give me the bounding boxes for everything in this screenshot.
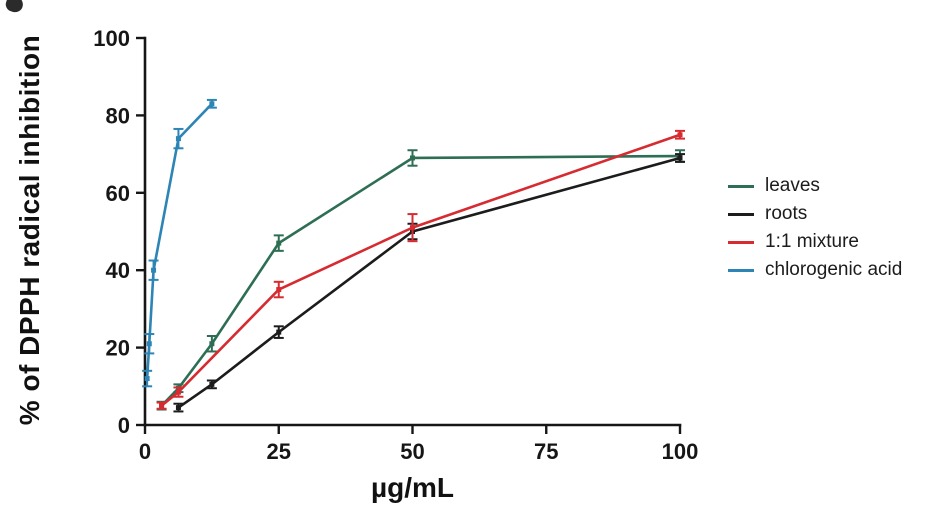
data-point	[677, 132, 683, 138]
legend-item-1-1-mixture: 1:1 mixture	[728, 228, 902, 256]
legend-swatch	[728, 212, 754, 216]
data-point	[144, 376, 150, 382]
data-point	[175, 389, 181, 395]
legend-swatch	[728, 240, 754, 244]
data-point	[209, 341, 215, 347]
legend-swatch	[728, 268, 754, 272]
series-line-leaves	[160, 154, 681, 407]
y-tick-label: 40	[106, 258, 130, 283]
legend-item-leaves: leaves	[728, 172, 902, 200]
legend-label: chlorogenic acid	[765, 259, 903, 280]
data-point	[276, 287, 282, 293]
data-point	[146, 341, 152, 347]
data-point	[276, 240, 282, 246]
legend-label: leaves	[765, 175, 820, 196]
data-point	[209, 101, 215, 107]
data-point	[410, 155, 415, 161]
legend-item-roots: roots	[728, 200, 902, 228]
x-tick-label: 25	[267, 439, 291, 464]
data-point	[209, 381, 215, 387]
y-tick-label: 80	[106, 103, 130, 128]
legend-swatch	[728, 184, 754, 188]
series-line-chlorogenic-acid	[145, 102, 213, 379]
legend-label: roots	[765, 203, 808, 224]
x-tick-label: 50	[400, 439, 424, 464]
series-line-1-1-mixture	[160, 133, 681, 407]
x-tick-label: 75	[534, 439, 558, 464]
y-tick-label: 60	[106, 181, 130, 206]
x-axis-label: µg/mL	[370, 472, 454, 503]
data-point	[677, 155, 683, 161]
data-point	[276, 329, 282, 335]
y-tick-label: 100	[93, 26, 130, 51]
data-point	[175, 405, 181, 411]
legend: leaves roots 1:1 mixture chlorogenic acid	[728, 172, 902, 284]
y-axis-label: % of DPPH radical inhibition	[14, 34, 45, 426]
x-tick-label: 100	[662, 439, 699, 464]
y-tick-label: 0	[118, 413, 130, 438]
data-point	[410, 225, 415, 231]
legend-label: 1:1 mixture	[765, 231, 859, 252]
y-tick-label: 20	[106, 336, 130, 361]
x-tick-label: 0	[139, 439, 151, 464]
data-point	[175, 136, 181, 142]
data-point	[159, 403, 165, 409]
data-point	[151, 267, 157, 273]
legend-item-chlorogenic-acid: chlorogenic acid	[728, 256, 902, 284]
